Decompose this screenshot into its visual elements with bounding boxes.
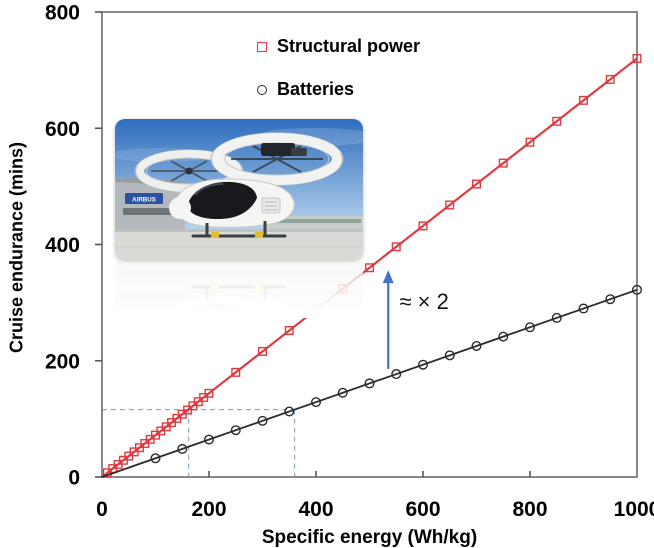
svg-text:400: 400 (45, 234, 80, 257)
inset-photo-reflection: AIRBUS (115, 262, 363, 318)
landing-skids (191, 285, 287, 302)
inset-sky (115, 292, 363, 318)
wheel-chock (211, 232, 219, 238)
rotor-hub (261, 143, 295, 156)
wheel-chock (211, 285, 219, 291)
landing-skids (191, 221, 287, 238)
evtol-aircraft (169, 285, 295, 318)
svg-text:800: 800 (512, 498, 547, 521)
inset-photo: AIRBUS (115, 119, 363, 261)
evtol-illustration: AIRBUS (115, 119, 363, 261)
inset-hangar: AIRBUS (115, 292, 185, 318)
legend-label: Batteries (277, 79, 355, 99)
open-square-marker-icon (257, 41, 267, 52)
svg-text:0: 0 (68, 467, 80, 490)
open-circle-marker-icon (257, 84, 267, 95)
svg-text:600: 600 (405, 498, 440, 521)
rotor-duct-front (210, 132, 344, 186)
inset-ground (115, 229, 363, 261)
evtol-aircraft (134, 132, 344, 238)
nose (169, 197, 191, 219)
evtol-illustration: AIRBUS (115, 262, 363, 318)
legend-item-structural-power: Structural power (257, 36, 420, 57)
svg-text:1000: 1000 (614, 498, 654, 521)
svg-text:800: 800 (45, 2, 80, 25)
airbus-sign-text: AIRBUS (132, 197, 156, 204)
svg-text:0: 0 (96, 498, 108, 521)
chart-legend: Structural power Batteries (257, 36, 420, 122)
svg-text:600: 600 (45, 118, 80, 141)
airbus-sign (125, 193, 163, 204)
y-axis-title: Cruise endurance (mins) (6, 141, 27, 354)
inset-far-building (265, 216, 363, 229)
fuselage (169, 178, 295, 228)
svg-text:400: 400 (298, 498, 333, 521)
inset-ground (115, 262, 363, 294)
wheel-chock (255, 285, 263, 291)
ratio-annotation: ≈ × 2 (399, 289, 449, 315)
canopy (187, 181, 257, 219)
canopy (187, 304, 257, 318)
nose (169, 304, 191, 318)
legend-label: Structural power (277, 36, 421, 56)
inset-far-building (265, 294, 363, 307)
svg-text:200: 200 (45, 350, 80, 373)
fuselage (169, 295, 295, 318)
svg-text:200: 200 (191, 498, 226, 521)
legend-item-batteries: Batteries (257, 79, 420, 100)
wheel-chock (255, 232, 263, 238)
x-axis-title: Specific energy (Wh/kg) (261, 527, 478, 548)
